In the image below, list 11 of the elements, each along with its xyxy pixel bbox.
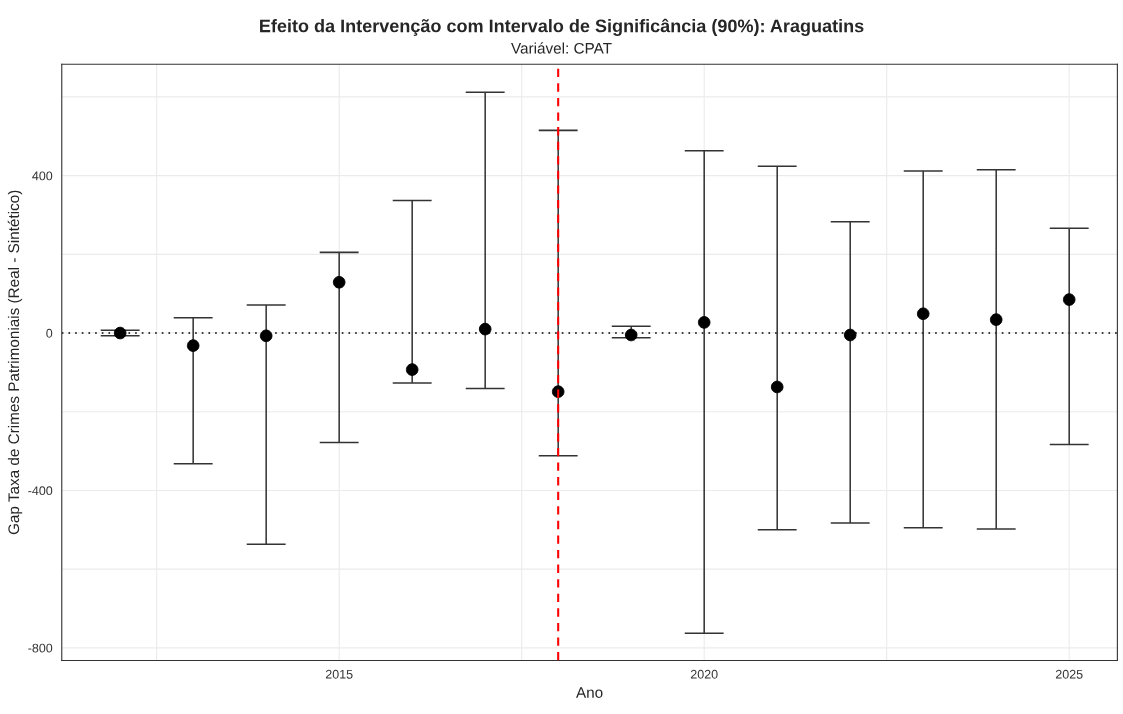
chart-subtitle: Variável: CPAT — [511, 42, 612, 54]
x-tick-label: 2015 — [325, 669, 353, 679]
y-tick-label: -400 — [28, 486, 53, 496]
x-axis-title: Ano — [576, 687, 603, 698]
y-axis-title: Gap Taxa de Crimes Patrimoniais (Real - Sintético) — [7, 190, 23, 535]
y-tick-label: 400 — [32, 171, 53, 181]
y-tick-label: 0 — [46, 328, 53, 338]
y-tick-label: -800 — [28, 643, 53, 653]
x-tick-label: 2025 — [1055, 669, 1083, 679]
x-tick-label: 2020 — [690, 669, 718, 679]
chart-title: Efeito da Intervenção com Intervalo de Significância (90%): Araguatins — [260, 18, 864, 36]
